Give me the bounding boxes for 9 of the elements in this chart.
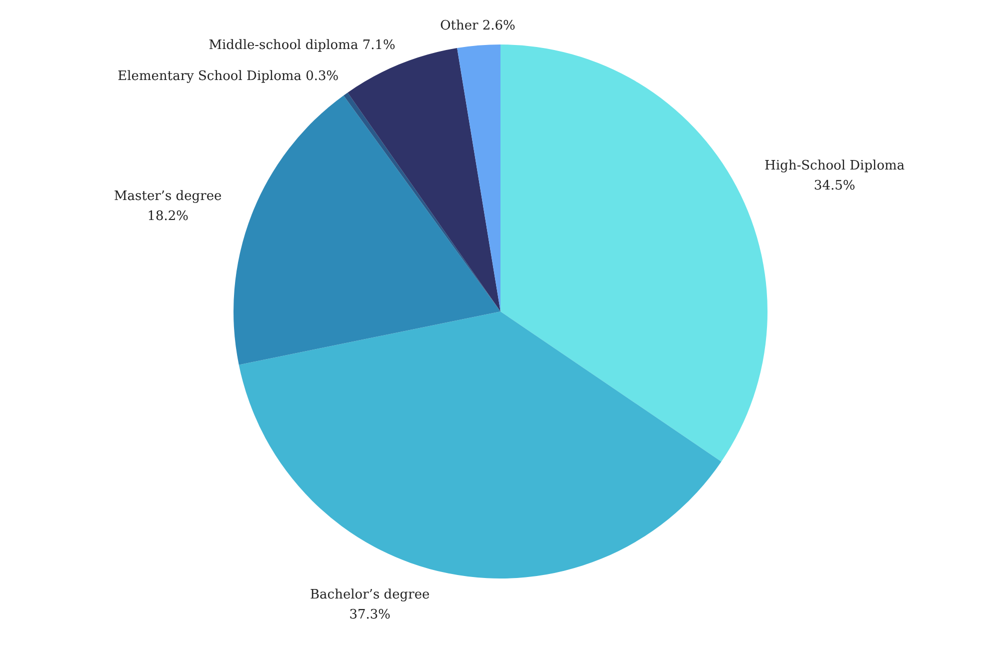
slice-label: Middle-school diploma 7.1% [208, 38, 396, 54]
data-label: 34.5% [814, 178, 856, 194]
slice-label: Bachelor’s degree [310, 587, 430, 602]
slice-label: Master’s degree [114, 188, 222, 204]
data-label: 37.3% [349, 607, 391, 622]
slice-label: Other 2.6% [440, 18, 516, 34]
data-label: 18.2% [147, 208, 189, 224]
slice-label: Elementary School Diploma 0.3% [118, 69, 339, 84]
slice-label: High-School Diploma [764, 158, 905, 174]
